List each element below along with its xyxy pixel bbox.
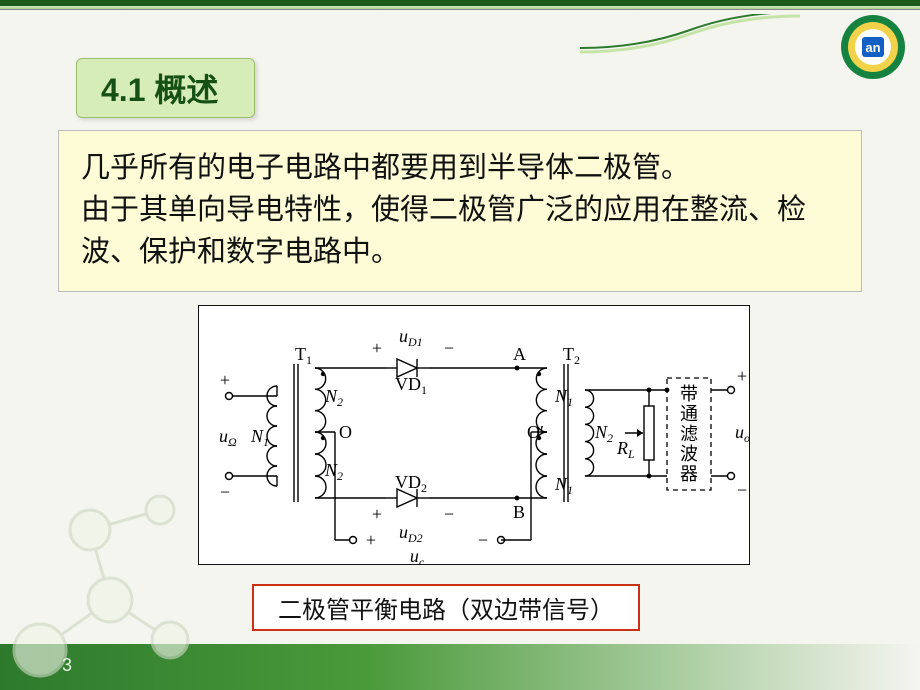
university-logo: an bbox=[840, 14, 906, 80]
svg-text:A: A bbox=[513, 344, 526, 364]
svg-text:uc: uc bbox=[410, 546, 425, 565]
section-title-badge: 4.1 概述 bbox=[76, 58, 255, 118]
svg-text:+: + bbox=[372, 504, 382, 524]
svg-text:RL: RL bbox=[616, 438, 635, 461]
svg-text:N1: N1 bbox=[554, 386, 573, 409]
svg-text:器: 器 bbox=[680, 464, 698, 484]
paragraph-2: 由于其单向导电特性，使得二极管广泛的应用在整流、检波、保护和数字电路中。 bbox=[81, 189, 839, 273]
logo-text: an bbox=[865, 40, 880, 55]
svg-text:通: 通 bbox=[680, 404, 698, 424]
svg-text:N2: N2 bbox=[594, 422, 613, 445]
svg-text:T1: T1 bbox=[295, 344, 312, 367]
svg-text:+: + bbox=[372, 338, 382, 358]
svg-text:−: − bbox=[444, 504, 454, 524]
diagram-caption-box: 二极管平衡电路（双边带信号） bbox=[252, 584, 640, 631]
svg-text:+: + bbox=[366, 530, 376, 550]
page-number: 3 bbox=[62, 655, 72, 676]
svg-text:−: − bbox=[478, 530, 488, 550]
svg-text:N1: N1 bbox=[250, 426, 269, 449]
svg-text:uΩ: uΩ bbox=[219, 426, 237, 449]
svg-text:O: O bbox=[339, 422, 352, 442]
section-title: 4.1 概述 bbox=[101, 72, 218, 108]
slide-frame-accent bbox=[0, 6, 920, 10]
molecule-decoration bbox=[0, 470, 260, 690]
svg-text:−: − bbox=[737, 480, 747, 500]
svg-text:N2: N2 bbox=[324, 460, 343, 483]
svg-text:uD1: uD1 bbox=[399, 326, 423, 349]
circuit-diagram: +−+−+−+−+−uΩN1T1N2N2OuD1uD2VD1VD2ABN1N1O… bbox=[198, 305, 750, 565]
svg-text:N1: N1 bbox=[554, 474, 573, 497]
svg-text:带: 带 bbox=[680, 384, 698, 404]
svg-text:B: B bbox=[513, 502, 525, 522]
svg-text:+: + bbox=[220, 370, 230, 390]
description-textbox: 几乎所有的电子电路中都要用到半导体二极管。 由于其单向导电特性，使得二极管广泛的… bbox=[58, 130, 862, 292]
svg-text:VD2: VD2 bbox=[395, 472, 427, 495]
svg-text:N2: N2 bbox=[324, 386, 343, 409]
svg-text:uD2: uD2 bbox=[399, 522, 423, 545]
svg-text:滤: 滤 bbox=[680, 424, 698, 444]
svg-text:VD1: VD1 bbox=[395, 374, 427, 397]
svg-text:−: − bbox=[444, 338, 454, 358]
svg-text:+: + bbox=[737, 366, 747, 386]
svg-text:uo(t): uo(t) bbox=[735, 422, 750, 445]
paragraph-1: 几乎所有的电子电路中都要用到半导体二极管。 bbox=[81, 147, 839, 189]
diagram-caption: 二极管平衡电路（双边带信号） bbox=[278, 598, 614, 624]
svg-text:波: 波 bbox=[680, 444, 698, 464]
svg-text:T2: T2 bbox=[563, 344, 580, 367]
header-swoosh-decoration bbox=[580, 14, 800, 54]
svg-text:O′: O′ bbox=[527, 422, 544, 442]
